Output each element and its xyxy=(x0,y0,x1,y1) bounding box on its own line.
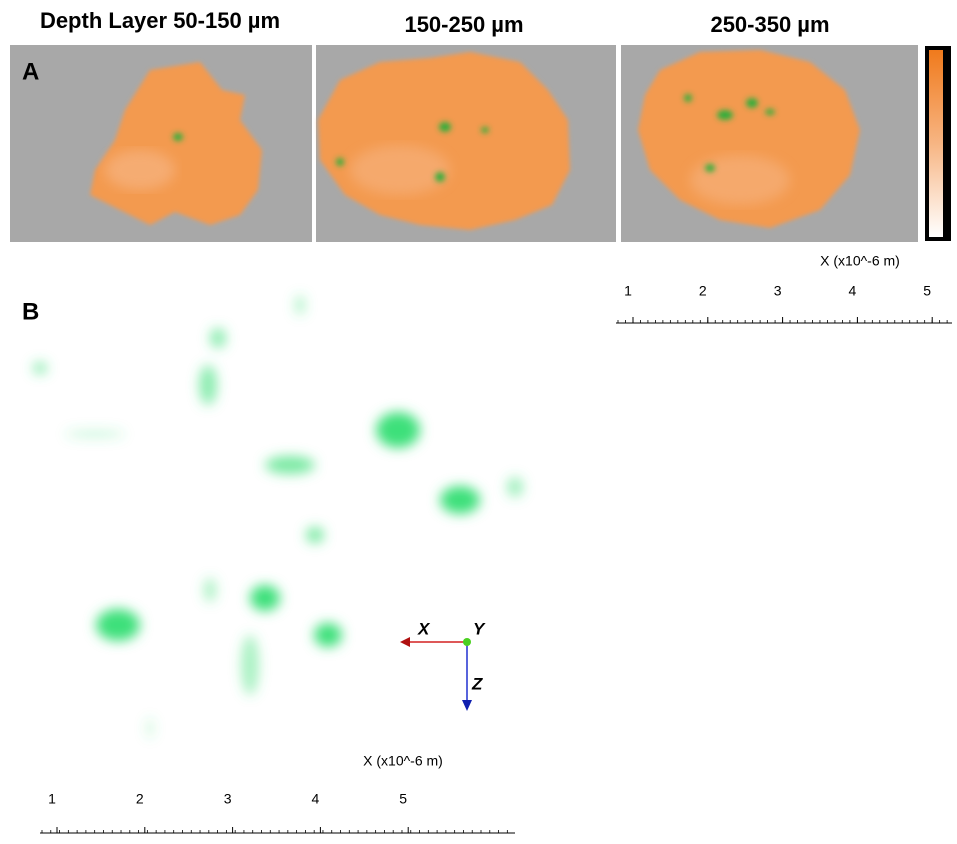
panel-title: 150-250 µm xyxy=(404,12,523,37)
tissue-highlight xyxy=(690,155,790,205)
axis-label: Y xyxy=(473,619,486,638)
tick-label: 4 xyxy=(312,791,320,807)
arrow-head xyxy=(400,637,410,647)
arrow-head xyxy=(462,700,472,711)
tissue-highlight xyxy=(350,145,450,195)
tick-label: 2 xyxy=(699,283,707,299)
scale-title: X (x10^-6 m) xyxy=(820,253,900,269)
axis-triad: X Y Z xyxy=(400,619,486,711)
axis-label: Z xyxy=(471,674,483,693)
panel-label: A xyxy=(22,58,39,85)
panel-title: 250-350 µm xyxy=(710,12,829,37)
green-spots xyxy=(173,94,775,182)
tick-label: 1 xyxy=(624,283,632,299)
tick-label: 4 xyxy=(849,283,857,299)
tick-label: 1 xyxy=(48,791,56,807)
depth-images xyxy=(10,45,951,242)
tick-label: 3 xyxy=(774,283,782,299)
tick-label: 5 xyxy=(923,283,931,299)
tick-label: 5 xyxy=(399,791,407,807)
tissue-highlight xyxy=(105,150,175,190)
panel-label: B xyxy=(22,298,39,325)
tick-label: 3 xyxy=(224,791,232,807)
panel-title: Depth Layer 50-150 µm xyxy=(40,8,280,33)
tick-label: 2 xyxy=(136,791,144,807)
green-signals xyxy=(33,295,523,738)
scale-title: X (x10^-6 m) xyxy=(363,753,443,769)
axis-label: X xyxy=(417,619,431,638)
colorbar xyxy=(929,50,943,237)
y-axis-dot xyxy=(463,638,471,646)
